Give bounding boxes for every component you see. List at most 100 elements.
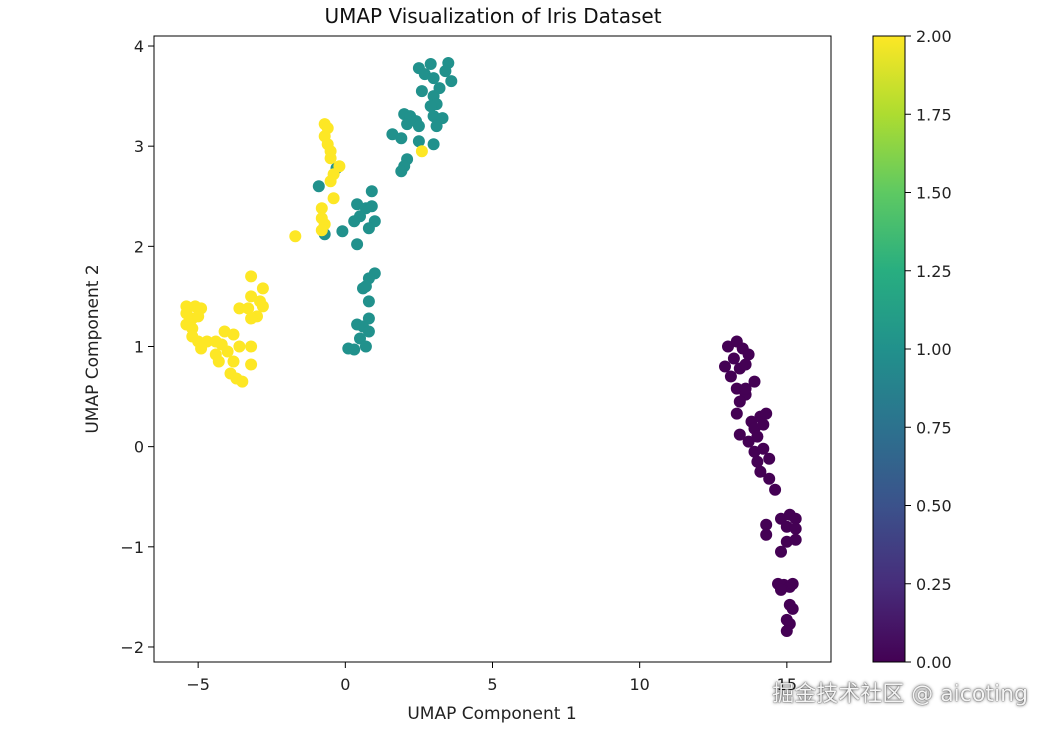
scatter-point-150 (245, 358, 258, 371)
scatter-point-48 (763, 452, 776, 465)
scatter-point-123 (233, 302, 246, 315)
y-tick-label: 0 (134, 438, 144, 457)
colorbar-tick-label: 1.25 (916, 262, 952, 281)
colorbar-tick-label: 0.75 (916, 418, 952, 437)
scatter-point-87 (336, 225, 349, 238)
colorbar-tick-label: 1.50 (916, 184, 952, 203)
scatter-point-86 (362, 222, 375, 235)
chart-title: UMAP Visualization of Iris Dataset (324, 4, 661, 28)
scatter-point-61 (424, 100, 437, 113)
x-axis-label: UMAP Component 1 (407, 704, 576, 724)
scatter-point-72 (412, 135, 425, 148)
scatter-point-113 (327, 192, 340, 205)
scatter-point-118 (289, 230, 302, 243)
scatter-point-79 (365, 185, 378, 198)
colorbar-axis: 0.00 0.25 0.50 0.75 1.00 1.25 1.50 1.75 2.00 (905, 27, 952, 672)
scatter-point-73 (427, 138, 440, 151)
scatter-point-13 (730, 407, 743, 420)
scatter-point-94 (362, 295, 375, 308)
scatter-point-140 (195, 342, 208, 355)
y-tick-label: −2 (120, 638, 144, 657)
colorbar-tick-label: 0.25 (916, 575, 952, 594)
scatter-point-56 (445, 75, 458, 88)
scatter-point-127 (245, 312, 258, 325)
scatter-point-27 (769, 483, 782, 496)
scatter-point-40 (786, 577, 799, 590)
points-layer (180, 57, 802, 637)
x-tick-label: 10 (629, 675, 649, 694)
scatter-point-25 (754, 465, 767, 478)
x-tick-label: −5 (186, 675, 210, 694)
scatter-point-76 (395, 165, 408, 178)
scatter-point-20 (742, 435, 755, 448)
scatter-point-49 (789, 522, 802, 535)
scatter-point-55 (439, 65, 452, 78)
scatter-point-108 (415, 145, 428, 158)
y-axis: −2 −1 0 1 2 3 4 (120, 37, 154, 657)
scatter-point-149 (227, 355, 240, 368)
scatter-point-69 (430, 120, 443, 133)
x-axis: −5 0 5 10 15 (186, 662, 797, 694)
x-tick-label: 0 (340, 675, 350, 694)
scatter-point-78 (312, 180, 325, 193)
x-tick-label: 5 (487, 675, 497, 694)
scatter-point-47 (739, 382, 752, 395)
scatter-point-98 (362, 325, 375, 338)
scatter-point-142 (227, 328, 240, 341)
scatter-point-36 (775, 545, 787, 558)
scatter-point-84 (348, 215, 361, 228)
watermark: 掘金技术社区 @ aicoting (772, 682, 1028, 707)
scatter-point-133 (192, 310, 205, 323)
scatter-point-124 (242, 302, 255, 315)
scatter-point-4 (742, 348, 755, 361)
colorbar-tick-label: 1.75 (916, 105, 952, 124)
scatter-point-8 (739, 358, 752, 371)
scatter-point-147 (245, 340, 258, 353)
scatter-point-46 (780, 625, 793, 637)
scatter-point-93 (357, 282, 369, 295)
x-tick-label: 15 (777, 675, 797, 694)
colorbar-tick-label: 0.00 (916, 653, 952, 672)
scatter-point-117 (315, 224, 328, 237)
y-axis-label: UMAP Component 2 (83, 264, 103, 433)
y-tick-label: −1 (120, 538, 144, 557)
y-tick-label: 2 (134, 237, 144, 256)
scatter-point-6 (719, 360, 731, 373)
scatter-point-31 (760, 518, 773, 531)
scatter-point-33 (760, 528, 773, 541)
scatter-point-24 (751, 455, 764, 468)
scatter-point-125 (256, 300, 269, 313)
scatter-point-11 (748, 375, 761, 388)
colorbar-tick-label: 0.50 (916, 497, 952, 516)
scatter-point-19 (733, 428, 746, 441)
scatter-point-12 (733, 395, 746, 408)
scatter-point-41 (775, 583, 787, 596)
scatter-point-0 (722, 340, 734, 353)
scatter-point-26 (763, 472, 776, 485)
scatter-point-114 (315, 202, 328, 215)
colorbar-tick-label: 1.00 (916, 340, 952, 359)
scatter-point-30 (789, 512, 802, 525)
scatter-point-89 (351, 238, 364, 251)
scatter-point-119 (245, 270, 258, 283)
scatter-point-43 (786, 602, 799, 615)
scatter-point-144 (233, 340, 246, 353)
scatter-point-35 (789, 533, 802, 546)
scatter-point-153 (236, 375, 249, 388)
scatter-point-112 (324, 175, 337, 188)
scatter-point-21 (751, 430, 764, 443)
scatter-point-16 (760, 407, 773, 420)
scatter-point-102 (348, 343, 361, 356)
scatter-point-82 (365, 200, 378, 213)
scatter-point-9 (730, 382, 743, 395)
y-tick-label: 1 (134, 337, 144, 356)
scatter-point-7 (724, 370, 737, 383)
scatter-point-54 (427, 72, 440, 85)
scatter-point-51 (424, 58, 437, 70)
scatter-point-148 (212, 355, 225, 368)
colorbar-tick-label: 2.00 (916, 27, 952, 46)
scatter-point-66 (412, 120, 425, 133)
scatter-point-109 (324, 152, 337, 165)
y-tick-label: 3 (134, 137, 144, 156)
